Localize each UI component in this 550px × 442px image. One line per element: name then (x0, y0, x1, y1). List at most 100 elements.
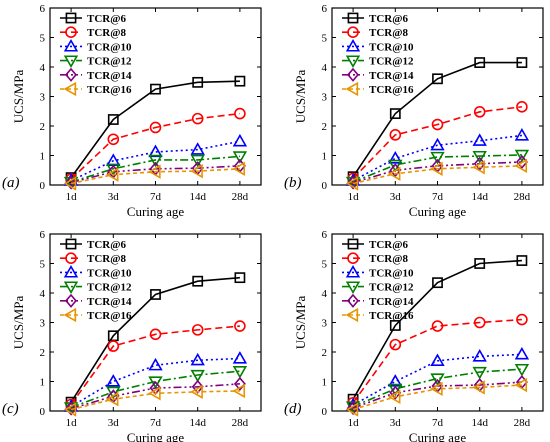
legend-label: TCR@16 (369, 84, 414, 96)
y-tick-label: 1 (322, 151, 328, 163)
series-line (70, 167, 240, 185)
data-point (430, 353, 445, 366)
x-tick-label: 3d (390, 191, 402, 203)
data-point (432, 73, 443, 85)
legend-label: TCR@12 (87, 56, 132, 68)
series-line (70, 357, 240, 408)
data-point (474, 258, 486, 269)
data-point (347, 175, 360, 190)
data-point (389, 320, 401, 331)
data-point (190, 142, 205, 155)
data-point (347, 401, 360, 416)
legend-label: TCR@10 (369, 267, 414, 279)
series-line (352, 61, 522, 178)
y-tick-label: 6 (322, 3, 328, 15)
y-tick-label: 6 (322, 229, 328, 241)
y-tick-label: 3 (322, 92, 328, 104)
legend-label: TCR@10 (369, 41, 414, 53)
data-point (387, 389, 401, 405)
x-tick-label: 3d (108, 191, 120, 203)
legend-label: TCR@10 (87, 41, 132, 53)
data-point (516, 255, 528, 266)
legend-marker (347, 293, 359, 308)
legend-marker (65, 238, 77, 250)
data-point (192, 76, 204, 88)
chart-panel: 0 1 2 3 4 5 6 1d 3d 7d 14d 28d Curing age UCS/MPa (c) T… (2, 229, 262, 442)
legend-marker (347, 12, 359, 24)
y-tick-label: 5 (322, 33, 328, 45)
data-point (232, 351, 248, 364)
y-tick-label: 0 (322, 406, 328, 418)
y-tick-label: 4 (322, 288, 328, 300)
x-tick-label: 1d (348, 417, 360, 429)
y-tick-label: 5 (322, 259, 328, 271)
y-tick-label: 2 (40, 347, 46, 359)
legend-marker (65, 67, 77, 82)
y-tick-label: 3 (322, 318, 328, 330)
y-tick-label: 4 (40, 288, 46, 300)
data-point (516, 313, 528, 326)
legend-marker (345, 81, 359, 97)
y-axis-label: UCS/MPa (293, 296, 308, 350)
legend-marker (345, 307, 359, 323)
legend-label: TCR@12 (87, 282, 132, 294)
data-point (106, 386, 121, 400)
data-point (345, 402, 359, 417)
legend-label: TCR@8 (87, 27, 126, 39)
legend-label: TCR@12 (369, 56, 414, 68)
data-point (148, 376, 163, 389)
x-axis-label: Curing age (127, 430, 185, 442)
y-tick-label: 4 (322, 62, 328, 74)
y-tick-label: 2 (40, 121, 46, 133)
x-tick-label: 7d (150, 417, 162, 429)
data-point (472, 133, 487, 146)
data-point (148, 386, 161, 401)
data-point (149, 328, 162, 341)
data-point (65, 401, 78, 416)
legend-label: TCR@14 (369, 70, 414, 82)
y-tick-label: 6 (40, 3, 46, 15)
y-axis-label: UCS/MPa (11, 70, 26, 124)
data-point (234, 107, 246, 120)
data-point (234, 75, 246, 87)
series-line (352, 154, 522, 183)
legend-label: TCR@10 (87, 267, 132, 279)
x-tick-label: 3d (108, 417, 120, 429)
data-point (430, 151, 445, 165)
legend-marker (63, 81, 77, 97)
legend-label: TCR@8 (87, 253, 126, 265)
data-point (514, 363, 530, 377)
legend-marker (345, 264, 361, 278)
data-point (63, 402, 77, 417)
series-line (352, 353, 522, 406)
data-point (345, 176, 359, 191)
data-point (63, 176, 77, 191)
data-point (516, 101, 528, 113)
series-line (352, 368, 522, 408)
legend-marker (63, 264, 79, 278)
data-point (232, 133, 248, 147)
data-point (150, 289, 161, 300)
x-axis-label: Curing age (409, 204, 467, 219)
data-point (105, 392, 119, 407)
data-point (430, 161, 443, 176)
data-point (232, 161, 246, 176)
legend-marker (347, 252, 359, 265)
y-tick-label: 4 (40, 62, 46, 74)
legend-marker (65, 293, 77, 308)
legend-label: TCR@14 (87, 296, 132, 308)
data-point (431, 118, 444, 131)
panel-label: (b) (284, 175, 302, 191)
data-point (192, 275, 204, 287)
legend-label: TCR@6 (369, 13, 408, 25)
x-tick-label: 7d (432, 191, 444, 203)
series-line (352, 134, 522, 182)
legend-marker (347, 26, 359, 39)
x-tick-label: 3d (390, 417, 402, 429)
legend-marker (345, 38, 361, 52)
legend-marker (63, 281, 79, 295)
legend-marker (347, 238, 359, 250)
x-tick-label: 7d (150, 191, 162, 203)
data-point (516, 57, 528, 68)
data-point (431, 320, 444, 332)
